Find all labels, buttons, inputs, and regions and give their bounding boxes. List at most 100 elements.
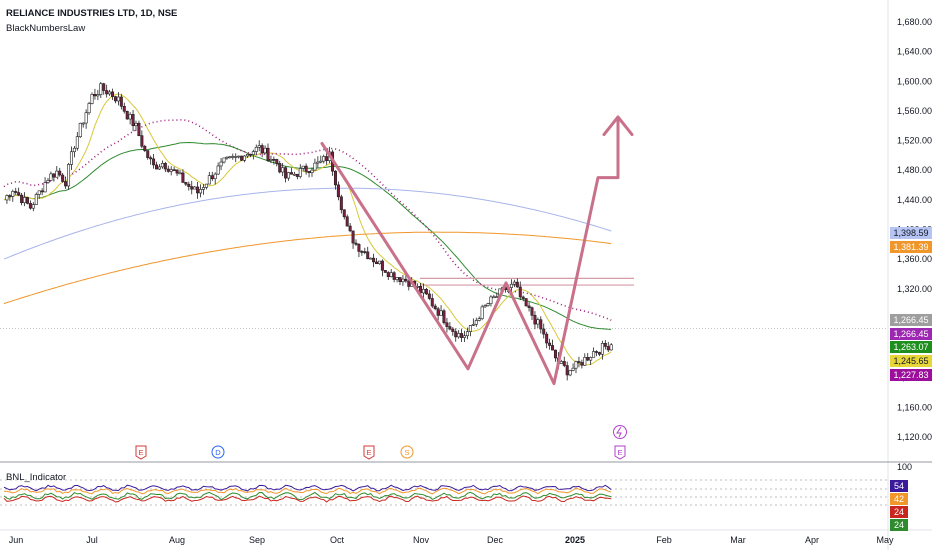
candle-body: [380, 260, 384, 271]
bnl-line-purple: [3, 484, 612, 492]
w-pattern-projection: [320, 115, 634, 386]
candle-body: [43, 182, 47, 193]
price-label-bg: [890, 355, 932, 367]
candle-body: [49, 173, 53, 181]
candle-body: [111, 91, 115, 97]
candle-body: [295, 173, 299, 177]
candle-body: [287, 172, 291, 179]
candle-body: [251, 151, 255, 155]
candle-body: [369, 257, 373, 260]
candle-body: [457, 333, 461, 338]
candle-body: [375, 261, 379, 265]
bnl-line-red: [3, 495, 612, 503]
y-tick-label: 1,160.00: [897, 402, 932, 412]
candle-body: [5, 195, 9, 201]
candle-body: [474, 320, 478, 325]
candle-body: [64, 181, 68, 187]
candle-body: [272, 159, 276, 161]
x-tick-label: May: [876, 535, 894, 545]
candle-body: [363, 251, 367, 253]
candle-body: [128, 114, 132, 120]
sub-level-label: 24: [894, 520, 904, 530]
candle-body: [433, 305, 437, 310]
candle-body: [448, 326, 452, 330]
candle-body: [281, 167, 285, 173]
candle-body: [234, 156, 238, 158]
candle-body: [119, 96, 123, 107]
candle-body: [231, 156, 235, 158]
candle-body: [372, 257, 376, 263]
candle-body: [539, 319, 543, 330]
y-tick-label: 1,360.00: [897, 254, 932, 264]
candle-body: [492, 296, 496, 299]
candle-body: [99, 83, 103, 95]
ma-orange-line: [3, 231, 612, 305]
ma-yellow-line: [3, 93, 612, 366]
candle-body: [14, 191, 18, 193]
candle-body: [166, 168, 170, 172]
resistance-zone: [420, 277, 634, 286]
sub-indicator-legend[interactable]: BNL_Indicator: [6, 472, 67, 483]
candle-body: [465, 331, 469, 337]
candle-body: [213, 173, 217, 180]
time-axis: Jun Jul Aug Sep Oct Nov Dec 2025 Feb Mar Apr May: [9, 535, 894, 545]
candle-body: [477, 318, 481, 321]
candle-body: [219, 161, 223, 167]
candle-body: [383, 270, 387, 273]
event-marker-label: E: [138, 448, 143, 457]
sub-level-label-bg: [890, 480, 908, 492]
candle-body: [533, 315, 537, 325]
candle-body: [72, 147, 76, 153]
candle-body: [600, 343, 604, 355]
indicator-legend[interactable]: BlackNumbersLaw: [6, 23, 86, 34]
candle-body: [313, 162, 317, 171]
y-tick-label: 1,440.00: [897, 195, 932, 205]
candle-body: [545, 333, 549, 344]
price-label-bg: [890, 227, 932, 239]
candle-body: [157, 166, 161, 170]
candle-body: [524, 298, 528, 307]
y-tick-label: 1,560.00: [897, 106, 932, 116]
candle-body: [460, 333, 464, 338]
candle-body: [113, 96, 117, 102]
candle-body: [339, 196, 343, 211]
event-marker-label: S: [404, 448, 409, 457]
sub-level-label: 42: [894, 494, 904, 504]
candle-body: [336, 184, 340, 198]
candle-body: [266, 147, 270, 161]
candle-body: [542, 328, 546, 335]
candle-body: [81, 122, 85, 125]
candle-body: [28, 203, 32, 209]
candle-body: [137, 122, 141, 136]
symbol-title[interactable]: RELIANCE INDUSTRIES LTD, 1D, NSE: [6, 8, 178, 19]
x-tick-label: Aug: [169, 535, 185, 545]
candle-body: [23, 197, 27, 204]
candle-body: [445, 322, 449, 327]
candle-body: [163, 163, 167, 170]
price-label: 1,398.59: [893, 228, 928, 238]
candle-body: [289, 172, 293, 175]
candle-body: [404, 278, 408, 282]
candle-body: [559, 361, 563, 364]
candle-body: [398, 277, 402, 283]
candle-body: [468, 325, 472, 332]
y-tick-label: 1,680.00: [897, 17, 932, 27]
candle-body: [348, 225, 352, 232]
candle-body: [61, 174, 65, 182]
y-tick-label: 1,480.00: [897, 165, 932, 175]
x-tick-label: Oct: [330, 535, 345, 545]
price-label-bg: [890, 328, 932, 340]
price-label: 1,263.07: [893, 342, 928, 352]
earnings-marker: [363, 445, 375, 460]
candle-body: [583, 357, 587, 366]
candle-body: [204, 183, 208, 188]
candle-body: [307, 171, 311, 173]
price-label: 1,381.39: [893, 242, 928, 252]
candle-body: [216, 165, 220, 175]
candle-body: [471, 324, 475, 326]
candle-body: [254, 146, 258, 152]
sub-level-label-bg: [890, 506, 908, 518]
